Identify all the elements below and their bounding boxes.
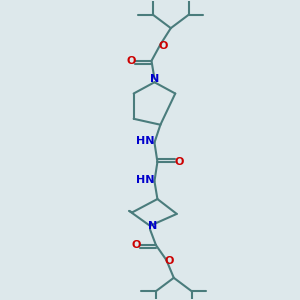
Text: HN: HN bbox=[136, 175, 155, 185]
Text: N: N bbox=[148, 221, 157, 231]
Text: O: O bbox=[131, 240, 141, 250]
Text: O: O bbox=[174, 157, 184, 167]
Text: N: N bbox=[150, 74, 159, 84]
Text: HN: HN bbox=[136, 136, 155, 146]
Text: O: O bbox=[127, 56, 136, 66]
Text: O: O bbox=[159, 41, 168, 51]
Text: O: O bbox=[165, 256, 174, 266]
